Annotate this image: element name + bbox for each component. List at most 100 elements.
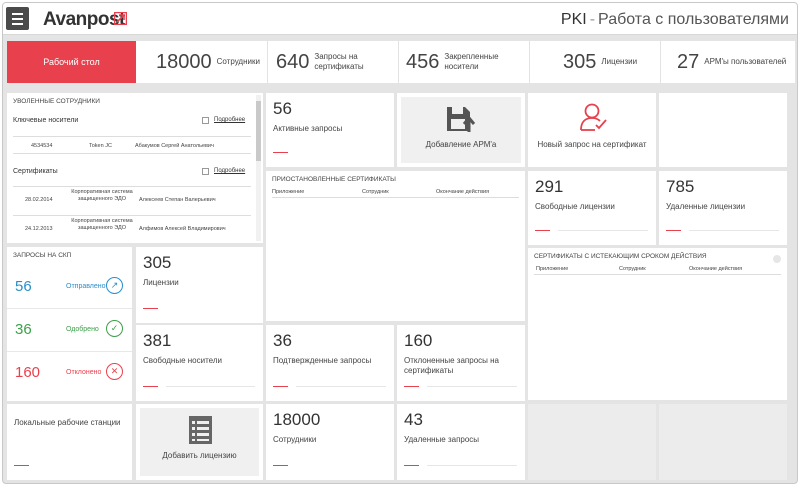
summary-licenses-count: 305 [563, 50, 597, 73]
menu-icon[interactable] [6, 7, 29, 30]
empty-tile [659, 93, 787, 167]
free-carriers-tile[interactable]: 381 Свободные носители [136, 325, 263, 401]
new-request-tile[interactable]: Новый запрос на сертификат [528, 93, 656, 167]
summary-licenses-label: Лицензии [601, 57, 638, 66]
checkbox-icon[interactable] [202, 117, 209, 124]
employees-label: Сотрудники [273, 435, 317, 444]
spq-row-approved[interactable]: 36 Одобрено ✓ [7, 309, 132, 352]
empty-tile [528, 404, 656, 480]
deleted-requests-tile[interactable]: 43 Удаленные запросы [397, 404, 525, 480]
suspended-certs-table: Приложение Сотрудник Окончание действия [272, 189, 519, 198]
divider [166, 386, 255, 387]
spq-sent-count: 56 [15, 278, 32, 295]
empty-tile [659, 404, 787, 480]
cert-system: Корпоративная система защищенного ЭДО [71, 218, 133, 232]
carrier-owner: Абакумов Сергей Анатольевич [135, 143, 214, 149]
deleted-licenses-count: 785 [666, 177, 695, 196]
expiring-certs-panel: Сертификаты с истекающим сроком действия… [528, 248, 787, 400]
cert-date: 24.12.2013 [25, 226, 53, 232]
spq-row-rejected[interactable]: 160 Отклонено ✕ [7, 352, 132, 395]
suspended-certs-panel: Приостановленные сертификаты Приложение … [266, 171, 525, 321]
rejected-requests-tile[interactable]: 160 Отклоненные запросы на сертификаты [397, 325, 525, 401]
logo[interactable]: Avanpost [43, 9, 125, 30]
col-employee: Сотрудник [362, 189, 389, 195]
free-licenses-tile[interactable]: 291 Свободные лицензии [528, 171, 656, 245]
rejected-requests-label: Отклоненные запросы на сертификаты [404, 356, 499, 375]
suspended-certs-title: Приостановленные сертификаты [272, 176, 396, 183]
list-document-icon [189, 416, 212, 444]
summary-carriers[interactable]: 456 Закрепленные носители [399, 41, 530, 83]
summary-requests[interactable]: 640 Запросы на сертификаты [268, 41, 399, 83]
carrier-type: Token JC [89, 143, 112, 149]
free-carriers-count: 381 [143, 331, 172, 350]
add-license-tile[interactable]: Добавить лицензию [136, 404, 263, 480]
page-title: PKI - Работа с пользователями [561, 11, 789, 29]
active-requests-tile[interactable]: 56 Активные запросы [266, 93, 394, 167]
accent-bar [404, 464, 419, 466]
more-link[interactable]: Подробнее [214, 117, 246, 123]
fired-employees-panel: Уволенные сотрудники Ключевые носители П… [7, 93, 263, 243]
table-header: Приложение Сотрудник Окончание действия [534, 266, 781, 275]
confirmed-requests-tile[interactable]: 36 Подтвержденные запросы [266, 325, 394, 401]
divider [427, 386, 517, 387]
key-carriers-label: Ключевые носители [13, 117, 79, 124]
spq-approved-count: 36 [15, 321, 32, 338]
spq-rejected-count: 160 [15, 364, 41, 381]
close-icon: ✕ [106, 363, 123, 380]
indicator-icon [773, 255, 781, 263]
fired-employees-title: Уволенные сотрудники [13, 98, 100, 105]
page-title-main: PKI [560, 11, 587, 28]
summary-bar: Рабочий стол 18000 Сотрудники 640 Запрос… [7, 41, 795, 83]
local-workstations-tile[interactable]: Локальные рабочие станции [7, 404, 132, 480]
summary-licenses[interactable]: 305 Лицензии [530, 41, 661, 83]
col-employee: Сотрудник [619, 266, 646, 272]
check-icon: ✓ [106, 320, 123, 337]
divider [689, 230, 779, 231]
accent-bar [143, 307, 158, 309]
active-requests-label: Активные запросы [273, 124, 343, 133]
scrollbar[interactable] [256, 95, 261, 241]
licenses-tile[interactable]: 305 Лицензии [136, 247, 263, 323]
spq-row-sent[interactable]: 56 Отправлено ↗ [7, 266, 132, 309]
divider [296, 386, 386, 387]
cert-system: Корпоративная система защищенного ЭДО [71, 189, 133, 203]
free-licenses-count: 291 [535, 177, 564, 196]
local-workstations-label: Локальные рабочие станции [14, 418, 121, 427]
checkbox-icon[interactable] [202, 168, 209, 175]
deleted-requests-count: 43 [404, 410, 423, 429]
expiring-certs-table: Приложение Сотрудник Окончание действия [534, 266, 781, 275]
page-title-sep: - [589, 11, 596, 28]
more-link[interactable]: Подробнее [214, 168, 246, 174]
accent-bar [535, 229, 550, 231]
deleted-licenses-tile[interactable]: 785 Удаленные лицензии [659, 171, 787, 245]
summary-arms-label: АРМ'ы пользователей [704, 57, 787, 66]
table-row[interactable]: 24.12.2013 Корпоративная система защищен… [13, 215, 251, 243]
scrollbar-thumb[interactable] [256, 101, 261, 161]
licenses-count: 305 [143, 253, 172, 272]
rejected-requests-count: 160 [404, 331, 433, 350]
save-upload-icon [447, 107, 476, 132]
employees-count: 18000 [273, 410, 321, 429]
deleted-licenses-label: Удаленные лицензии [666, 202, 746, 211]
employees-tile[interactable]: 18000 Сотрудники [266, 404, 394, 480]
divider [427, 465, 517, 466]
free-carriers-label: Свободные носители [143, 356, 222, 365]
deleted-requests-label: Удаленные запросы [404, 435, 480, 444]
col-expiry: Окончание действия [689, 266, 743, 272]
new-request-label: Новый запрос на сертификат [537, 140, 647, 149]
header: Avanpost PKI - Работа с пользователями [3, 3, 797, 35]
spq-sent-label: Отправлено [66, 283, 106, 290]
table-row[interactable]: 28.02.2014 Корпоративная система защищен… [13, 186, 251, 214]
summary-arms-count: 27 [677, 50, 700, 73]
col-app: Приложение [272, 189, 305, 195]
table-row[interactable]: 4534534 Token JC Абакумов Сергей Анатоль… [13, 136, 251, 154]
free-licenses-label: Свободные лицензии [535, 202, 615, 211]
table-header: Приложение Сотрудник Окончание действия [272, 189, 519, 198]
col-expiry: Окончание действия [436, 189, 490, 195]
summary-arms[interactable]: 27 АРМ'ы пользователей [661, 41, 795, 83]
tab-desktop[interactable]: Рабочий стол [7, 41, 136, 83]
accent-bar [273, 385, 288, 387]
summary-employees[interactable]: 18000 Сотрудники [136, 41, 268, 83]
add-arm-tile[interactable]: Добавление АРМ'а [397, 93, 525, 167]
accent-bar [14, 464, 29, 466]
